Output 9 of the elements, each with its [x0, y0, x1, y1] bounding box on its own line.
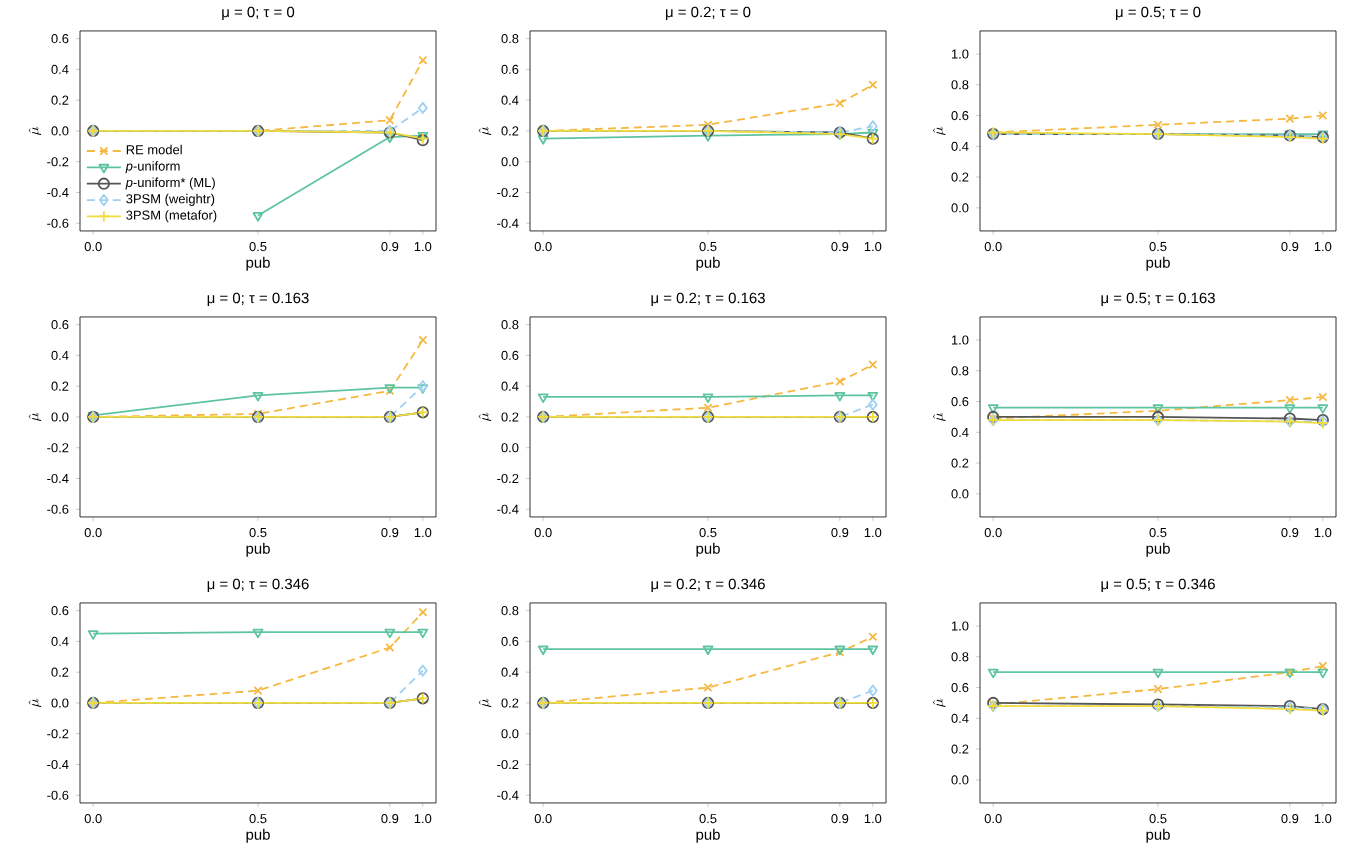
y-axis-title: $\hat{\mu}$: [932, 698, 946, 707]
y-axis-title: $\hat{\mu}$: [478, 126, 492, 135]
y-axis-title: $\hat{\mu}$: [28, 412, 42, 421]
y-axis-title: $\hat{\mu}$: [28, 698, 42, 707]
y-axis-title: $\hat{\mu}$: [28, 126, 42, 135]
y-axis-title: $\hat{\mu}$: [478, 698, 492, 707]
y-axis-title: $\hat{\mu}$: [932, 126, 946, 135]
y-axis-title: $\hat{\mu}$: [478, 412, 492, 421]
y-axis-title: $\hat{\mu}$: [932, 412, 946, 421]
